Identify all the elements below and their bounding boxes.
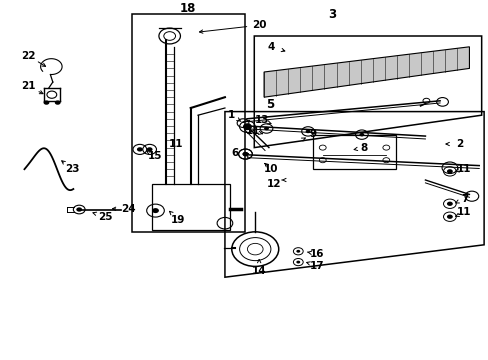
Text: 11: 11 [456,164,471,174]
Text: 14: 14 [251,266,266,276]
Circle shape [264,127,268,130]
Bar [312,135,395,169]
Text: 9: 9 [309,129,316,139]
Circle shape [152,208,159,213]
Circle shape [242,152,248,156]
Text: 21: 21 [21,81,36,91]
Circle shape [146,147,152,152]
Polygon shape [264,47,468,97]
Text: 25: 25 [98,212,112,222]
Text: 24: 24 [121,204,135,214]
Circle shape [76,207,82,212]
Text: 23: 23 [65,164,80,174]
Text: 16: 16 [309,249,324,259]
Text: 11: 11 [168,139,183,149]
Circle shape [243,124,251,130]
Text: 3: 3 [328,8,336,21]
Circle shape [305,130,310,133]
Bar [132,14,244,232]
Circle shape [296,261,300,264]
Text: 7: 7 [460,194,468,204]
Text: 17: 17 [309,261,324,271]
Bar [151,184,229,230]
Text: 12: 12 [266,179,281,189]
Circle shape [359,133,364,136]
Text: 22: 22 [21,51,36,61]
Text: 11: 11 [245,126,260,136]
Circle shape [446,169,452,174]
Text: 18: 18 [180,3,196,15]
Text: 10: 10 [264,164,278,174]
Text: 8: 8 [360,143,367,153]
Text: 11: 11 [456,207,471,217]
Circle shape [242,152,248,156]
Text: 20: 20 [251,20,266,30]
Circle shape [446,215,452,219]
Text: 1: 1 [227,110,234,120]
Text: 6: 6 [231,148,238,158]
Circle shape [43,100,49,105]
Text: 5: 5 [265,98,273,111]
Text: 19: 19 [171,215,185,225]
Circle shape [446,202,452,206]
Circle shape [296,250,300,253]
Text: 13: 13 [254,115,268,125]
Circle shape [55,100,61,105]
Text: 15: 15 [148,151,163,161]
Text: 4: 4 [267,42,275,52]
Circle shape [137,147,142,152]
Text: 2: 2 [455,139,462,149]
